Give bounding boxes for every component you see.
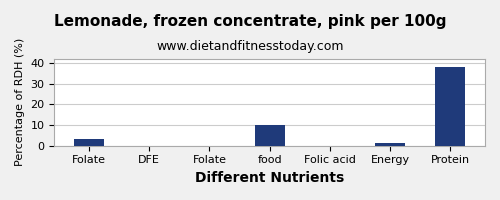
- Text: Lemonade, frozen concentrate, pink per 100g: Lemonade, frozen concentrate, pink per 1…: [54, 14, 446, 29]
- Bar: [375, 143, 405, 146]
- Y-axis label: Percentage of RDH (%): Percentage of RDH (%): [15, 38, 25, 166]
- Text: www.dietandfitnesstoday.com: www.dietandfitnesstoday.com: [156, 40, 344, 53]
- Bar: [254, 125, 285, 146]
- Bar: [74, 139, 104, 146]
- Bar: [436, 67, 466, 146]
- X-axis label: Different Nutrients: Different Nutrients: [195, 171, 344, 185]
